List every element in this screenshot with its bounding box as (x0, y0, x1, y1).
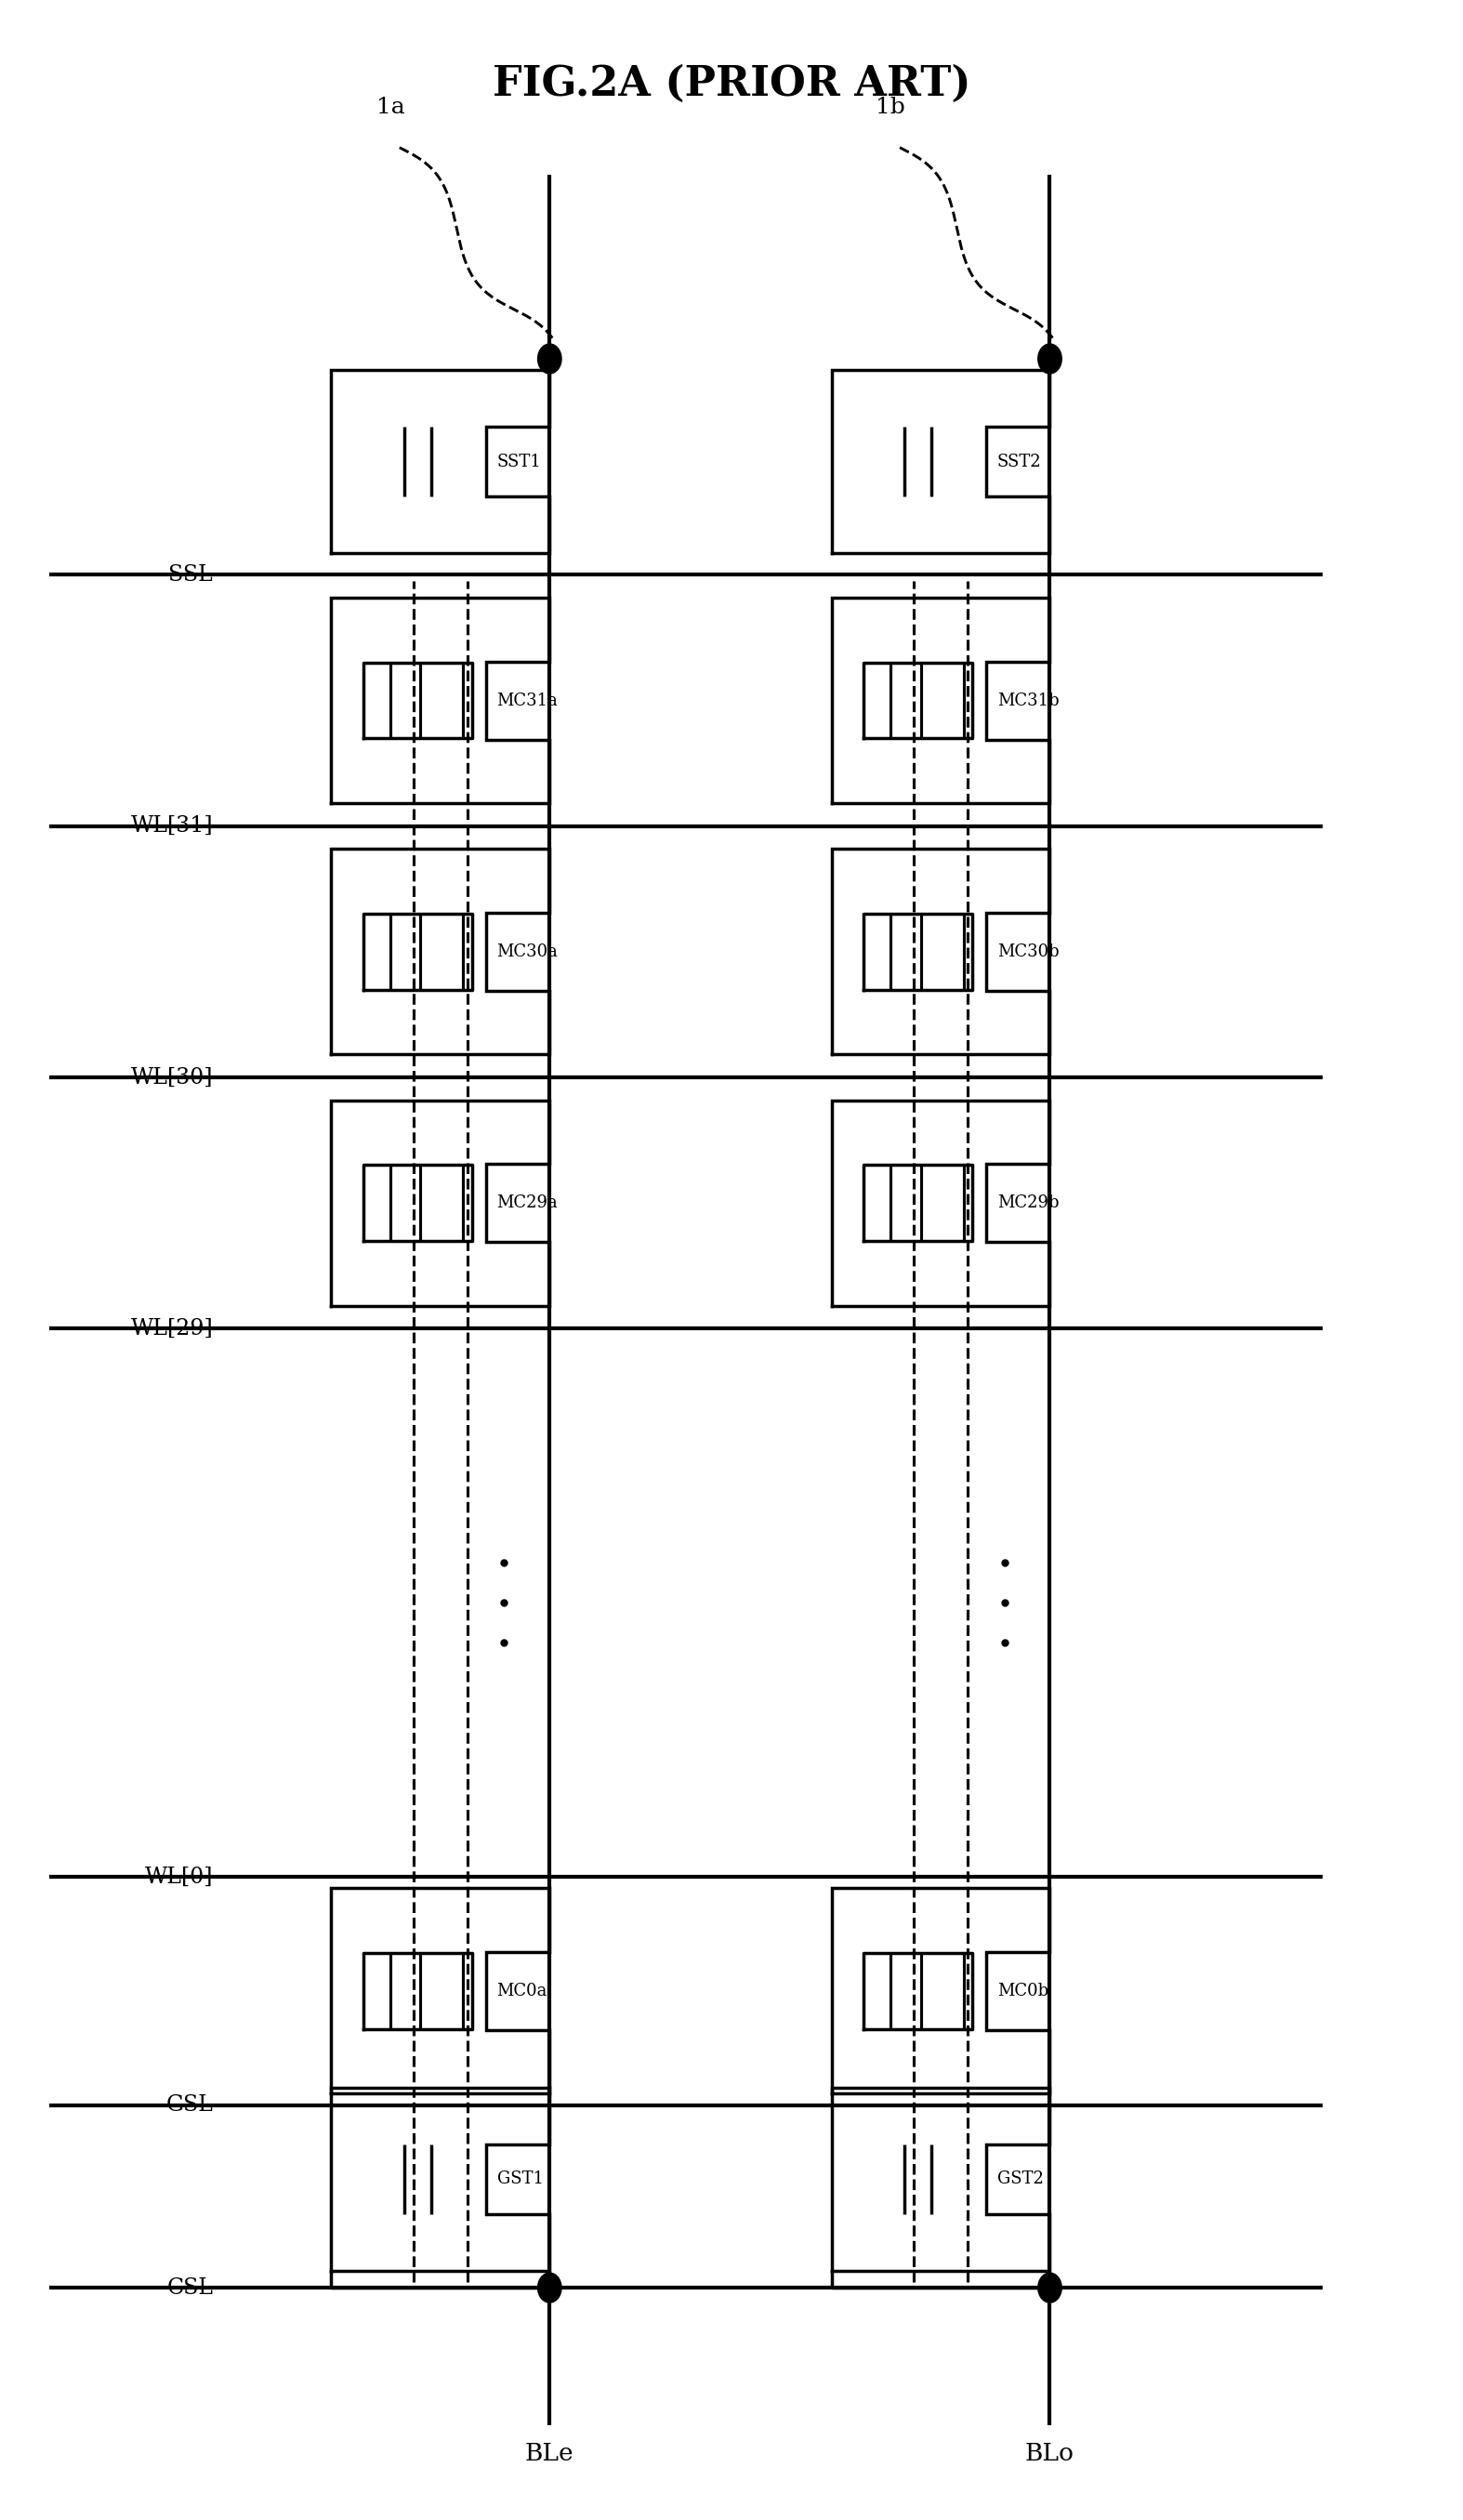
Circle shape (1039, 343, 1062, 373)
Text: GSL: GSL (165, 2094, 214, 2117)
Text: BLo: BLo (1026, 2442, 1074, 2465)
Circle shape (538, 2273, 562, 2303)
Text: WL[0]: WL[0] (145, 1865, 214, 1887)
Text: MC29a: MC29a (497, 1194, 557, 1212)
Text: WL[29]: WL[29] (130, 1318, 214, 1338)
Text: CSL: CSL (167, 2278, 214, 2298)
Text: FIG.2A (PRIOR ART): FIG.2A (PRIOR ART) (493, 63, 970, 103)
Circle shape (1039, 2273, 1062, 2303)
Text: GST2: GST2 (998, 2170, 1043, 2187)
Text: MC0b: MC0b (998, 1983, 1049, 1998)
Text: MC31a: MC31a (497, 693, 557, 708)
Text: MC30a: MC30a (497, 942, 557, 960)
Text: MC31b: MC31b (998, 693, 1059, 708)
Text: MC0a: MC0a (497, 1983, 547, 1998)
Text: GST1: GST1 (497, 2170, 543, 2187)
Text: MC29b: MC29b (998, 1194, 1059, 1212)
Text: WL[30]: WL[30] (130, 1066, 214, 1089)
Text: MC30b: MC30b (998, 942, 1059, 960)
Text: SST1: SST1 (497, 454, 541, 469)
Text: SST2: SST2 (998, 454, 1042, 469)
Text: BLe: BLe (525, 2442, 573, 2465)
Text: 1b: 1b (876, 96, 906, 118)
Text: WL[31]: WL[31] (130, 816, 214, 837)
Text: SSL: SSL (168, 564, 214, 585)
Text: 1a: 1a (376, 96, 405, 118)
Circle shape (538, 343, 562, 373)
